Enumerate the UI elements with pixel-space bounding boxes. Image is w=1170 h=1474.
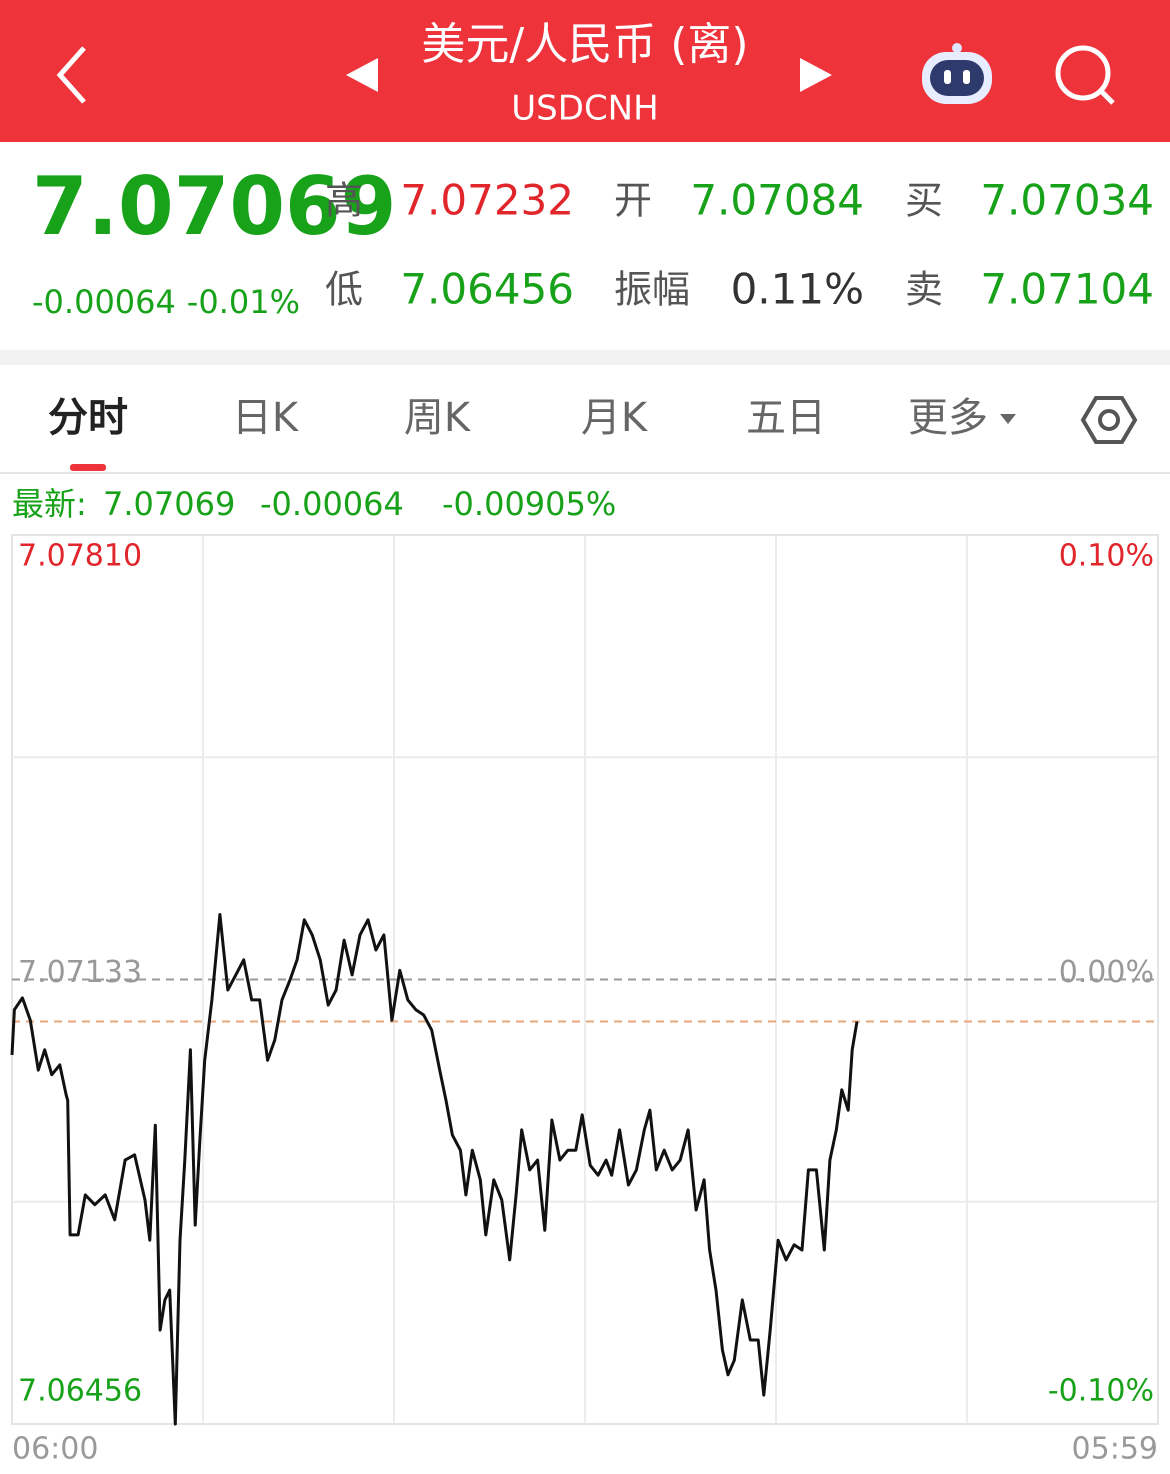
assistant-button[interactable] — [922, 43, 992, 104]
y-tick-label: 7.06456 — [18, 1374, 142, 1409]
price-change: -0.00064 — [32, 283, 176, 321]
next-button[interactable] — [800, 58, 832, 92]
field-value: 7.07104 — [980, 265, 1154, 314]
field-value: 7.07232 — [400, 176, 574, 225]
tab[interactable]: 分时 — [48, 395, 128, 441]
page-subtitle: USDCNH — [511, 89, 658, 129]
x-tick-label: 06:00 — [12, 1432, 98, 1467]
tab[interactable]: 日K — [232, 395, 300, 441]
tab[interactable]: 五日 — [746, 395, 826, 441]
back-button[interactable] — [56, 46, 86, 104]
y-tick-label: 7.07133 — [18, 955, 142, 990]
price-line — [10, 913, 859, 1426]
field-label: 振幅 — [614, 268, 690, 312]
price: 7.07069 — [32, 160, 396, 253]
y2-tick-label: 0.00% — [1059, 955, 1154, 990]
field-label: 买 — [905, 179, 943, 223]
y2-tick-label: -0.10% — [1048, 1374, 1154, 1409]
x-tick-label: 05:59 — [1072, 1432, 1158, 1467]
y-tick-label: 7.07810 — [18, 539, 142, 574]
more-arrow — [1000, 414, 1016, 424]
tab-indicator — [70, 464, 106, 471]
divider — [0, 350, 1170, 365]
field-label: 高 — [325, 179, 363, 223]
latest-change: -0.00064 — [260, 485, 404, 523]
tab[interactable]: 更多 — [908, 395, 988, 441]
y2-tick-label: 0.10% — [1059, 539, 1154, 574]
tab[interactable]: 周K — [404, 395, 472, 441]
search-button[interactable] — [1055, 45, 1115, 105]
field-value: 7.07034 — [980, 176, 1154, 225]
latest-change-pct: -0.00905% — [442, 485, 616, 523]
field-value: 7.06456 — [400, 265, 574, 314]
latest-label: 最新: — [12, 485, 87, 523]
tab[interactable]: 月K — [581, 395, 649, 441]
settings-button[interactable] — [1080, 396, 1138, 444]
field-value: 7.07084 — [690, 176, 864, 225]
price-change-pct: -0.01% — [187, 283, 300, 321]
prev-button[interactable] — [346, 58, 378, 92]
field-value: 0.11% — [731, 265, 864, 314]
field-label: 低 — [325, 268, 363, 312]
field-label: 开 — [614, 179, 652, 223]
latest-price: 7.07069 — [103, 485, 235, 523]
page-title: 美元/人民币 (离) — [421, 19, 748, 70]
field-label: 卖 — [905, 268, 943, 312]
